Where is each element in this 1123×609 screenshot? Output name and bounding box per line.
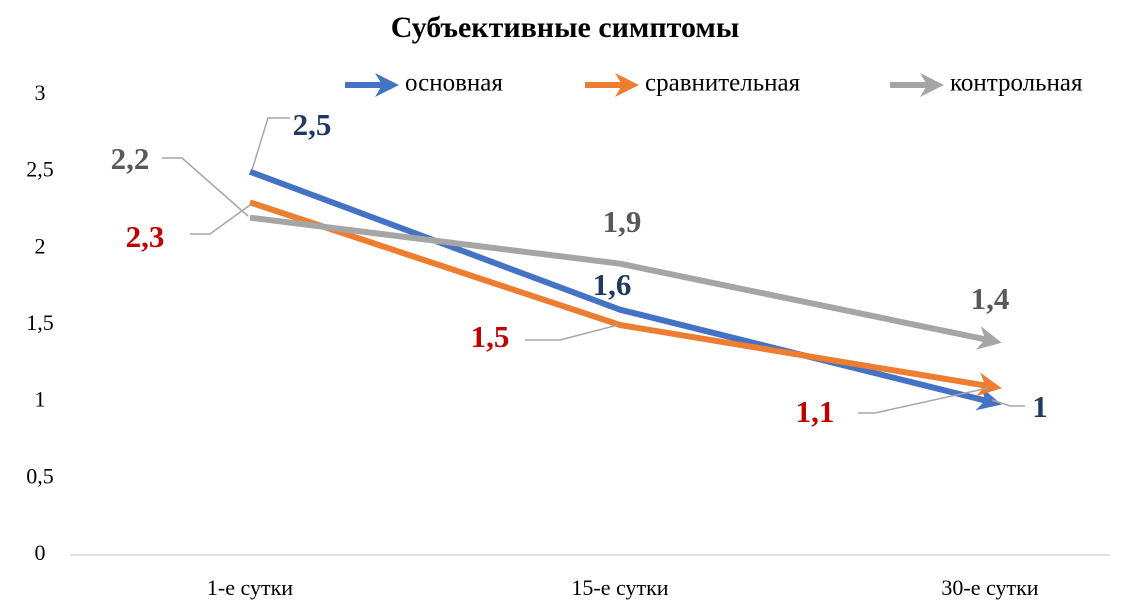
leader-line [525,324,619,341]
leader-line [190,204,251,235]
x-tick-label: 15-е сутки [571,575,668,600]
data-label: 2,5 [293,107,332,142]
leader-line [991,399,1025,407]
x-tick-label: 30-е сутки [941,575,1038,600]
legend-label: сравнительная [645,70,801,97]
data-label: 1,6 [593,267,632,302]
data-label: 2,2 [111,141,150,176]
leader-line [858,387,989,414]
y-tick-label: 3 [35,80,46,105]
series-line [249,199,1002,397]
data-label: 2,3 [126,219,165,254]
y-tick-label: 1 [35,387,46,412]
y-tick-label: 0 [35,540,46,565]
data-label: 1,5 [471,319,510,354]
y-tick-label: 2 [35,233,46,258]
data-label: 1 [1032,389,1048,424]
chart-title: Субъективные симптомы [391,11,740,44]
y-tick-label: 2,5 [26,157,54,182]
y-tick-label: 1,5 [26,310,54,335]
series-line [249,214,1002,350]
legend-label: основная [405,70,503,97]
data-label: 1,1 [796,394,835,429]
data-label: 1,4 [971,281,1010,316]
leader-line [162,157,249,217]
legend-label: контрольная [950,70,1083,97]
x-tick-label: 1-е сутки [207,575,293,600]
leader-line [251,117,290,171]
series-line [248,168,1002,411]
y-tick-label: 0,5 [26,463,54,488]
data-label: 1,9 [603,204,642,239]
